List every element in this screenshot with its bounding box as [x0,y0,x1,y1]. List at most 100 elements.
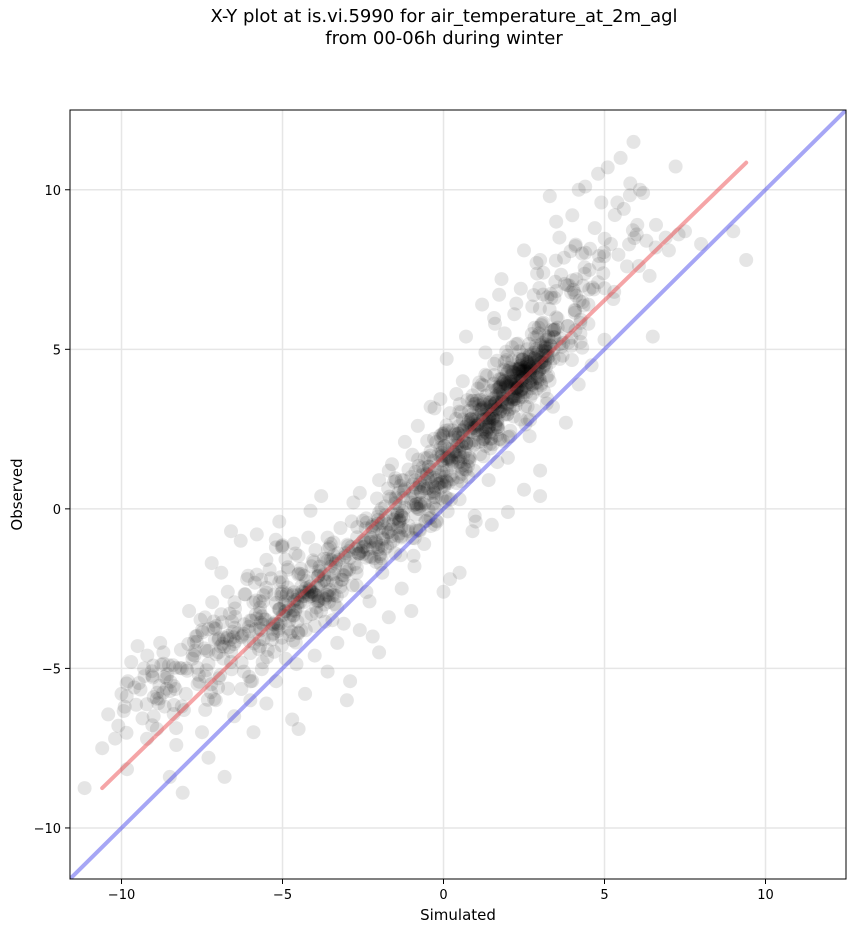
data-point [290,599,305,614]
data-point [120,762,134,777]
data-point [466,412,481,427]
data-point [503,374,518,389]
data-point [497,407,512,422]
data-point [587,221,602,236]
data-point [308,587,323,602]
data-point [286,633,301,648]
data-point [522,336,537,351]
data-point [464,393,479,408]
data-point [423,469,438,484]
data-point [520,412,535,427]
data-point [417,497,432,512]
data-point [316,591,331,605]
data-point [456,458,471,473]
data-point [521,358,536,373]
data-point [467,437,481,452]
data-point [417,451,432,466]
data-point [259,585,274,600]
data-point [137,669,152,684]
data-point [335,568,350,582]
data-point [532,281,547,295]
data-point [489,382,504,397]
data-point [427,486,442,501]
data-point [339,562,354,577]
data-point [272,575,287,590]
data-point [546,330,561,344]
data-point [378,508,393,523]
data-point [156,645,171,660]
data-point [211,680,226,695]
data-point [145,670,160,685]
data-point [515,352,530,367]
data-point [161,658,176,673]
data-point [440,504,455,519]
data-point [208,693,223,708]
data-point [414,498,428,513]
data-point [506,365,520,379]
data-point [119,689,134,704]
data-point [516,371,531,386]
x-tick-label: −5 [273,888,292,903]
data-point [254,662,269,677]
data-point [577,266,592,281]
data-point [438,494,453,509]
data-point [509,380,524,395]
data-point [484,426,499,441]
data-point [246,725,261,740]
data-point [275,575,290,590]
data-point [248,607,263,622]
data-point [597,249,612,264]
data-point [417,495,432,510]
data-point [597,245,611,260]
data-point [253,606,267,620]
data-point [392,526,407,541]
data-point [304,585,319,600]
data-point [178,686,193,701]
data-point [632,182,647,197]
data-point [217,769,232,784]
data-point [394,473,409,488]
data-point [522,368,537,383]
data-point [166,679,181,693]
data-point [411,480,426,495]
data-point [421,471,436,486]
data-point [542,302,557,317]
data-point [464,437,479,451]
data-point [739,253,754,267]
data-point [510,361,525,376]
data-point [514,382,529,397]
data-point [482,411,497,426]
data-point [242,624,256,638]
data-point [467,421,482,435]
data-point [464,420,479,435]
data-point [307,587,322,602]
data-point [381,463,396,478]
data-point [206,620,221,635]
data-point [267,615,282,630]
data-point [414,468,429,483]
data-point [514,373,528,388]
data-point [509,371,524,386]
data-point [500,397,515,412]
data-point [394,508,409,523]
data-point [351,539,366,554]
data-point [195,625,210,640]
data-point [251,642,266,657]
data-point [443,572,457,587]
data-point [487,391,501,406]
data-point [341,544,356,559]
data-point [452,445,467,459]
data-point [519,364,534,379]
data-point [501,430,516,444]
data-point [548,274,563,289]
data-point [531,364,546,379]
data-point [495,388,510,402]
data-point [152,678,167,693]
data-point [286,536,301,551]
data-point [423,510,438,525]
data-point [458,462,473,477]
data-point [497,374,512,388]
data-point [145,718,160,733]
data-point [303,503,318,518]
